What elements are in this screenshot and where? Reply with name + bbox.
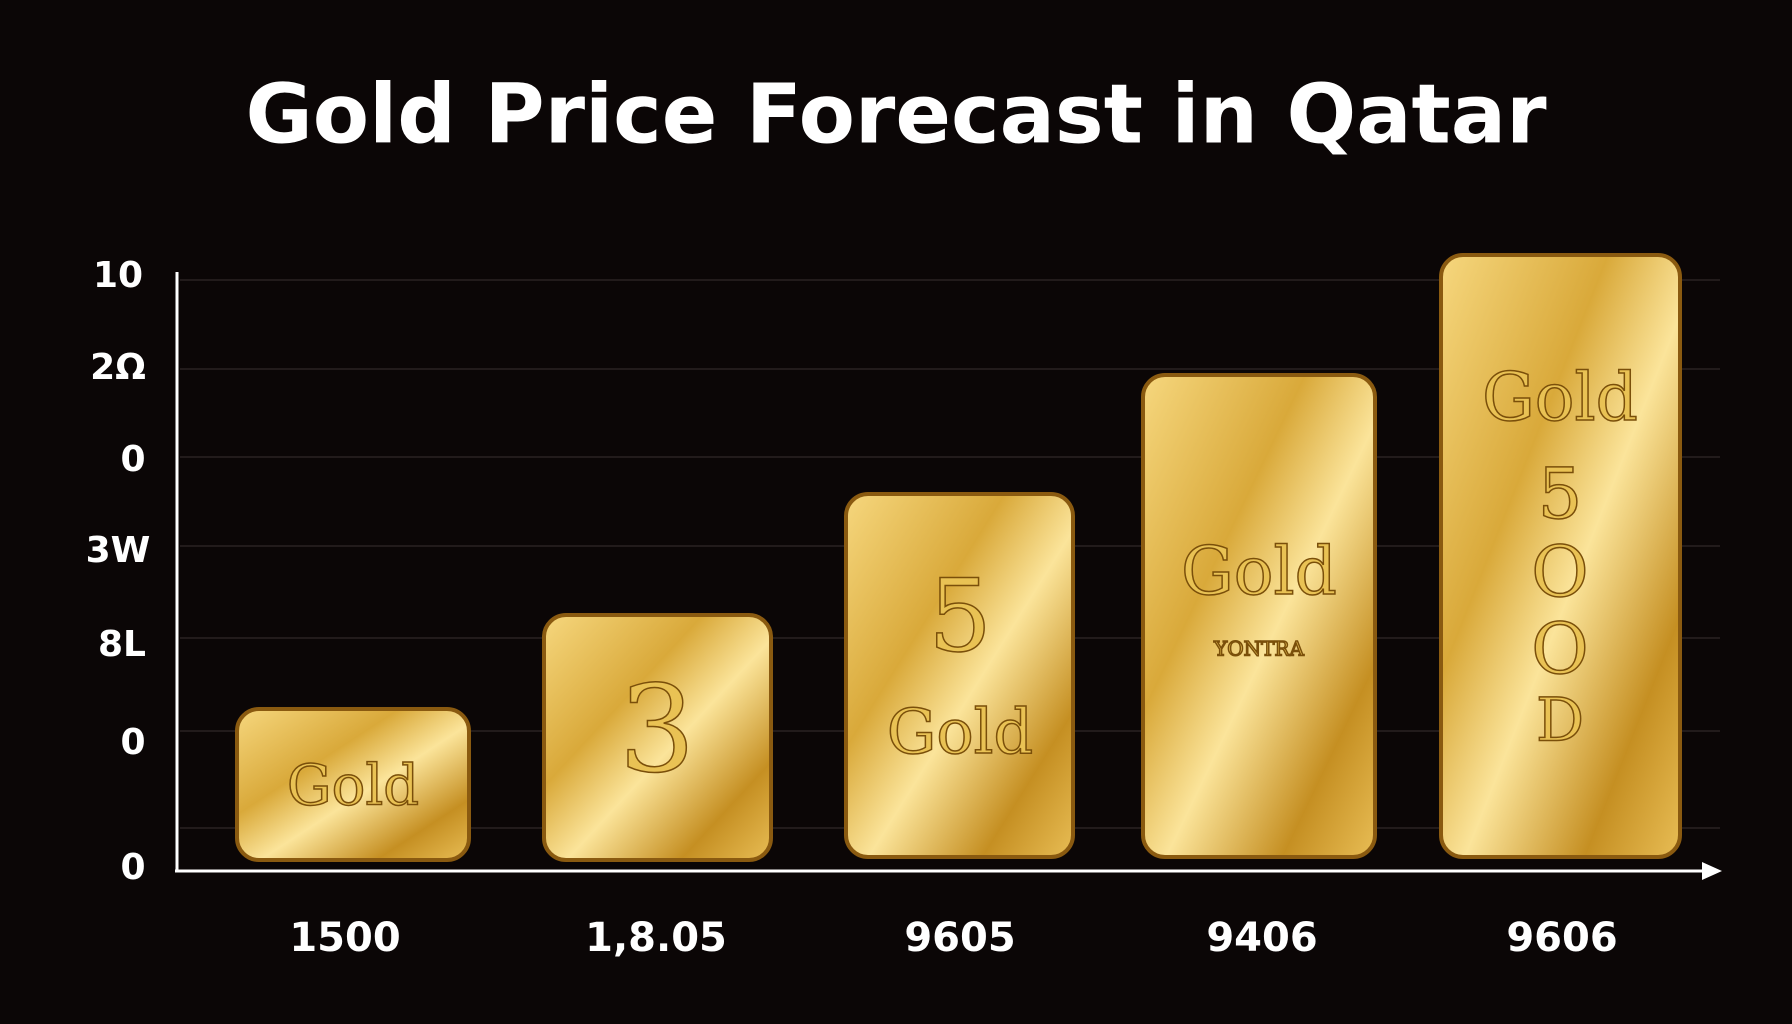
x-label: 1500	[289, 915, 400, 961]
x-label: 9605	[904, 915, 1015, 961]
gold-bar	[844, 492, 1075, 859]
y-label: 0	[120, 439, 145, 480]
bar-inscription: O	[1531, 531, 1588, 613]
bar-inscription: Gold	[1482, 359, 1638, 436]
y-label: 8L	[98, 624, 146, 665]
y-label: 0	[120, 847, 145, 888]
bar-inscription: Gold	[887, 695, 1033, 768]
y-label: 10	[93, 255, 143, 296]
bar-inscription: Gold	[287, 754, 419, 819]
x-label: 9406	[1206, 915, 1317, 961]
bar-inscription: YONTRA	[1213, 637, 1304, 661]
bar-inscription: 5	[928, 558, 992, 675]
title: Gold Price Forecast in Qatar	[245, 67, 1547, 162]
x-label: 9606	[1506, 915, 1617, 961]
bar-inscription: O	[1531, 608, 1588, 690]
y-label: 2Ω	[90, 347, 146, 388]
bar-inscription: D	[1536, 686, 1584, 756]
x-label: 1,8.05	[585, 915, 727, 961]
x-axis-arrow	[1702, 862, 1722, 880]
y-label: 3W	[86, 530, 151, 571]
y-label: 0	[120, 722, 145, 763]
gold-bar	[1141, 373, 1377, 859]
bar-inscription: 5	[1538, 453, 1583, 535]
gold-bar	[542, 613, 773, 862]
bar-inscription: 3	[619, 661, 695, 800]
gold-bar	[235, 707, 471, 862]
bar-inscription: Gold	[1181, 533, 1337, 610]
gold-bar	[1439, 253, 1682, 859]
